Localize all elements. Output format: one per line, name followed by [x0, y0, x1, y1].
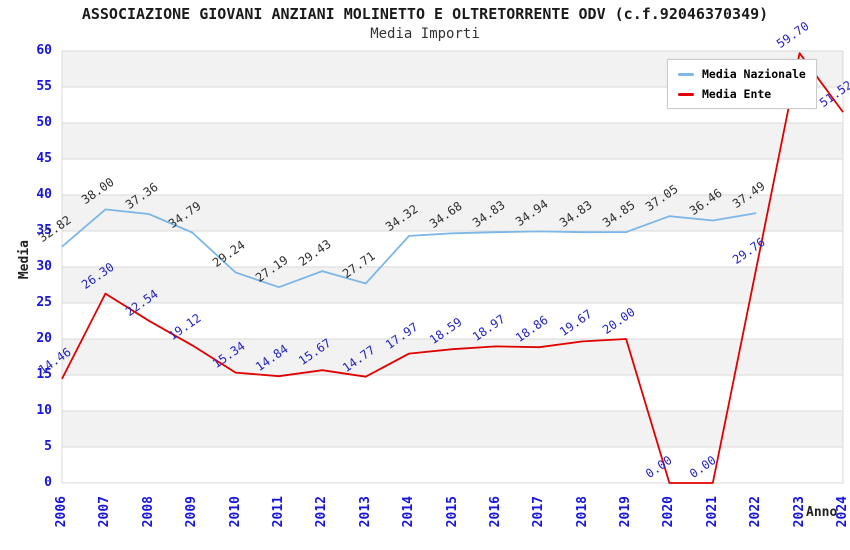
plot-band — [62, 123, 843, 159]
x-tick-label: 2006 — [54, 496, 69, 528]
y-tick-label: 60 — [36, 43, 52, 58]
y-tick-label: 20 — [36, 331, 52, 346]
y-tick-label: 50 — [36, 115, 52, 130]
y-tick-label: 15 — [36, 367, 52, 382]
y-tick-label: 25 — [36, 295, 52, 310]
legend-swatch-ente-icon — [678, 92, 694, 96]
y-tick-label: 45 — [36, 151, 52, 166]
y-tick-label: 0 — [44, 475, 52, 490]
legend-item-media-nazionale: Media Nazionale — [678, 67, 806, 81]
legend-box: Media Nazionale Media Ente — [667, 59, 817, 109]
series-line-media-nazionale — [61, 208, 757, 289]
y-axis-title: Media — [17, 240, 32, 280]
x-tick-label: 2013 — [357, 496, 373, 528]
y-tick-label: 10 — [36, 403, 52, 418]
x-tick-label: 2007 — [97, 496, 113, 528]
x-tick-label: 2022 — [748, 496, 764, 528]
x-tick-label: 2008 — [140, 496, 156, 528]
y-tick-label: 40 — [36, 187, 52, 202]
plot-band — [62, 267, 843, 303]
chart-subtitle: Media Importi — [370, 26, 480, 42]
y-tick-label: 30 — [36, 259, 52, 274]
series-line-media-ente — [61, 52, 844, 484]
x-axis-title: Anno — [806, 505, 838, 520]
x-tick-label: 2015 — [444, 496, 460, 528]
y-tick-label: 35 — [36, 223, 52, 238]
legend-label: Media Ente — [702, 87, 772, 101]
plot-band — [62, 339, 843, 375]
x-tick-label: 2014 — [401, 496, 417, 528]
plot-band — [62, 411, 843, 447]
x-tick-label: 2021 — [704, 496, 720, 528]
plot-band — [62, 195, 843, 231]
x-tick-label: 2017 — [531, 496, 547, 528]
x-tick-label: 2011 — [270, 496, 286, 528]
x-tick-label: 2009 — [184, 496, 200, 528]
x-tick-label: 2016 — [487, 496, 503, 528]
legend-label: Media Nazionale — [702, 67, 806, 81]
x-tick-label: 2019 — [618, 496, 634, 528]
x-tick-label: 2010 — [227, 496, 243, 528]
y-tick-label: 5 — [44, 439, 52, 454]
chart-title: ASSOCIAZIONE GIOVANI ANZIANI MOLINETTO E… — [81, 5, 769, 23]
y-tick-label: 55 — [36, 79, 52, 94]
x-tick-label: 2012 — [314, 496, 330, 528]
legend-swatch-nazionale-icon — [678, 72, 694, 76]
x-tick-label: 2018 — [574, 496, 590, 528]
legend-item-media-ente: Media Ente — [678, 87, 806, 101]
x-tick-label: 2020 — [661, 496, 677, 528]
